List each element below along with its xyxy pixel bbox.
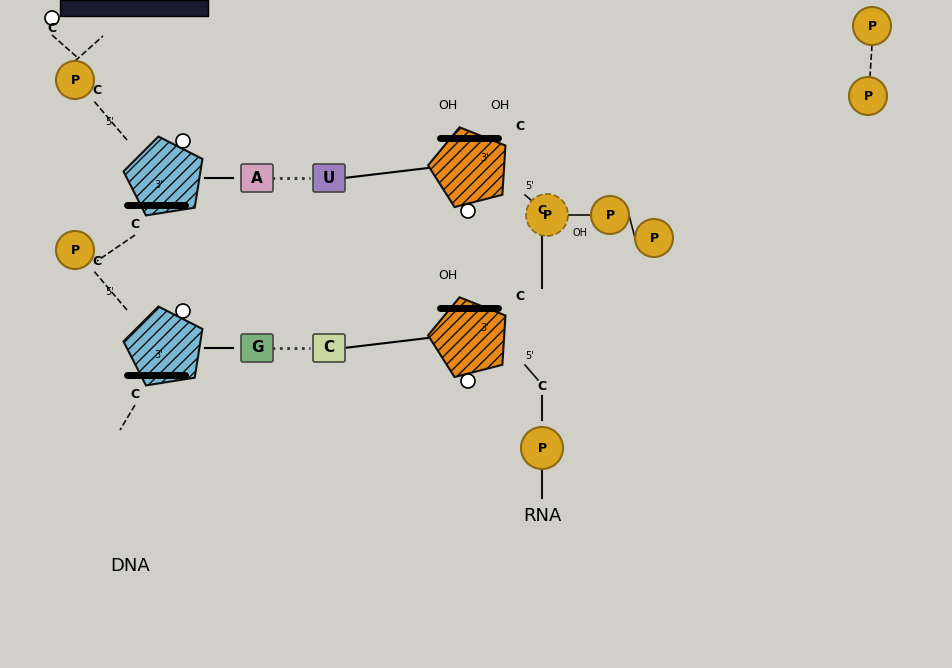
Text: C: C xyxy=(130,389,139,401)
Polygon shape xyxy=(124,136,202,215)
FancyBboxPatch shape xyxy=(241,164,272,192)
Text: C: C xyxy=(537,204,546,216)
Text: C: C xyxy=(515,289,524,303)
Text: 3': 3' xyxy=(154,350,163,360)
Text: P: P xyxy=(866,19,876,33)
Text: 3': 3' xyxy=(154,180,163,190)
Text: 5': 5' xyxy=(106,287,114,297)
Text: P: P xyxy=(863,90,872,102)
Text: P: P xyxy=(70,73,79,86)
Text: 5': 5' xyxy=(106,117,114,127)
Text: P: P xyxy=(537,442,546,454)
Text: G: G xyxy=(250,341,263,355)
Text: A: A xyxy=(251,170,263,186)
Text: C: C xyxy=(323,341,334,355)
Text: 5': 5' xyxy=(526,181,534,191)
Polygon shape xyxy=(60,0,208,16)
Circle shape xyxy=(852,7,890,45)
Text: C: C xyxy=(130,218,139,232)
Text: OH: OH xyxy=(490,98,509,112)
Circle shape xyxy=(461,204,474,218)
Text: 3': 3' xyxy=(480,153,488,163)
Text: RNA: RNA xyxy=(523,507,561,525)
Circle shape xyxy=(848,77,886,115)
FancyBboxPatch shape xyxy=(312,164,345,192)
Circle shape xyxy=(521,427,563,469)
FancyBboxPatch shape xyxy=(312,334,345,362)
Circle shape xyxy=(45,11,59,25)
Text: P: P xyxy=(542,208,551,222)
Text: OH: OH xyxy=(438,269,457,281)
Text: P: P xyxy=(605,208,614,222)
Text: OH: OH xyxy=(572,228,586,238)
Circle shape xyxy=(526,194,567,236)
Circle shape xyxy=(461,374,474,388)
Text: DNA: DNA xyxy=(110,557,149,575)
Polygon shape xyxy=(124,307,202,385)
Text: 3': 3' xyxy=(480,323,488,333)
Text: P: P xyxy=(648,232,658,244)
Circle shape xyxy=(56,231,94,269)
FancyBboxPatch shape xyxy=(241,334,272,362)
Text: P: P xyxy=(70,244,79,257)
Text: C: C xyxy=(92,255,102,267)
Polygon shape xyxy=(427,297,505,377)
Circle shape xyxy=(176,304,189,318)
Text: C: C xyxy=(515,120,524,132)
Circle shape xyxy=(56,61,94,99)
Text: 5': 5' xyxy=(526,351,534,361)
Text: C: C xyxy=(537,379,546,393)
Text: C: C xyxy=(48,21,56,35)
Circle shape xyxy=(634,219,672,257)
Polygon shape xyxy=(427,128,505,207)
Text: U: U xyxy=(323,170,335,186)
Circle shape xyxy=(176,134,189,148)
Circle shape xyxy=(590,196,628,234)
Text: OH: OH xyxy=(438,98,457,112)
Text: C: C xyxy=(92,84,102,98)
